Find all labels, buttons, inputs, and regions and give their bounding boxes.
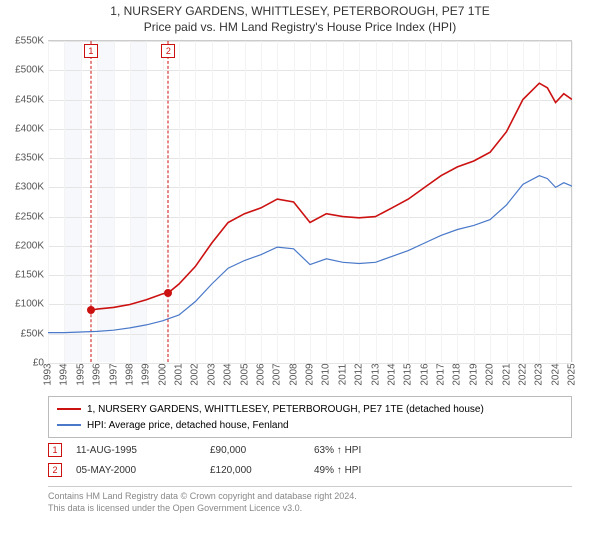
footer-line-2: This data is licensed under the Open Gov… xyxy=(48,503,572,515)
chart-title: 1, NURSERY GARDENS, WHITTLESEY, PETERBOR… xyxy=(0,0,600,20)
x-axis-label: 2013 xyxy=(370,363,381,385)
x-axis-label: 2009 xyxy=(305,363,316,385)
transaction-hpi: 63% ↑ HPI xyxy=(314,445,414,456)
x-axis-label: 2017 xyxy=(436,363,447,385)
y-axis-label: £350K xyxy=(0,153,44,164)
legend: 1, NURSERY GARDENS, WHITTLESEY, PETERBOR… xyxy=(48,396,572,438)
transaction-hpi: 49% ↑ HPI xyxy=(314,465,414,476)
y-axis-label: £400K xyxy=(0,123,44,134)
transaction-date: 05-MAY-2000 xyxy=(76,465,196,476)
x-axis-label: 2020 xyxy=(485,363,496,385)
x-axis-label: 2005 xyxy=(239,363,250,385)
x-axis-label: 2015 xyxy=(403,363,414,385)
y-axis-label: £450K xyxy=(0,94,44,105)
legend-row: HPI: Average price, detached house, Fenl… xyxy=(57,417,563,433)
x-axis-label: 1994 xyxy=(59,363,70,385)
transactions-table: 1 11-AUG-1995 £90,000 63% ↑ HPI 2 05-MAY-2000… xyxy=(48,440,572,480)
x-axis-label: 2016 xyxy=(419,363,430,385)
y-axis-label: £300K xyxy=(0,182,44,193)
x-axis-label: 2022 xyxy=(517,363,528,385)
x-axis-label: 1997 xyxy=(108,363,119,385)
legend-row: 1, NURSERY GARDENS, WHITTLESEY, PETERBOR… xyxy=(57,401,563,417)
marker-box: 2 xyxy=(161,44,175,58)
chart-subtitle: Price paid vs. HM Land Registry's House … xyxy=(0,20,600,36)
footer-attribution: Contains HM Land Registry data © Crown c… xyxy=(48,486,572,514)
marker-dot xyxy=(164,289,172,297)
x-axis-label: 2006 xyxy=(255,363,266,385)
legend-swatch xyxy=(57,424,81,426)
x-axis-label: 2023 xyxy=(534,363,545,385)
x-axis-label: 2012 xyxy=(354,363,365,385)
transaction-row: 1 11-AUG-1995 £90,000 63% ↑ HPI xyxy=(48,440,572,460)
x-axis-label: 2004 xyxy=(223,363,234,385)
x-axis-label: 2011 xyxy=(337,364,348,386)
series-hpi xyxy=(48,176,572,333)
x-axis-label: 1996 xyxy=(92,363,103,385)
marker-dot xyxy=(87,306,95,314)
legend-label: HPI: Average price, detached house, Fenl… xyxy=(87,420,289,431)
y-axis-label: £550K xyxy=(0,36,44,47)
plot-area: £0£50K£100K£150K£200K£250K£300K£350K£400… xyxy=(48,40,584,380)
x-axis-label: 1999 xyxy=(141,363,152,385)
series-property xyxy=(91,83,572,310)
x-axis-label: 1993 xyxy=(43,363,54,385)
x-axis-label: 2021 xyxy=(501,363,512,385)
legend-label: 1, NURSERY GARDENS, WHITTLESEY, PETERBOR… xyxy=(87,404,484,415)
x-axis-label: 2008 xyxy=(288,363,299,385)
legend-swatch xyxy=(57,408,81,410)
x-axis-label: 2025 xyxy=(567,363,578,385)
x-axis-label: 1998 xyxy=(124,363,135,385)
x-axis-label: 2024 xyxy=(550,363,561,385)
x-axis-label: 2018 xyxy=(452,363,463,385)
y-axis-label: £150K xyxy=(0,270,44,281)
x-axis-label: 1995 xyxy=(75,363,86,385)
transaction-marker-box: 1 xyxy=(48,443,62,457)
y-axis-label: £500K xyxy=(0,65,44,76)
x-axis-label: 2007 xyxy=(272,363,283,385)
transaction-date: 11-AUG-1995 xyxy=(76,445,196,456)
marker-box: 1 xyxy=(84,44,98,58)
y-axis-label: £250K xyxy=(0,211,44,222)
transaction-row: 2 05-MAY-2000 £120,000 49% ↑ HPI xyxy=(48,460,572,480)
x-axis-label: 2010 xyxy=(321,363,332,385)
y-axis-label: £0 xyxy=(0,358,44,369)
y-axis-label: £100K xyxy=(0,299,44,310)
x-axis-label: 2003 xyxy=(206,363,217,385)
y-axis-label: £50K xyxy=(0,328,44,339)
x-axis-label: 2001 xyxy=(174,363,185,385)
y-axis-label: £200K xyxy=(0,240,44,251)
footer-line-1: Contains HM Land Registry data © Crown c… xyxy=(48,491,572,503)
transaction-price: £120,000 xyxy=(210,465,300,476)
transaction-marker-box: 2 xyxy=(48,463,62,477)
transaction-price: £90,000 xyxy=(210,445,300,456)
x-axis-label: 2019 xyxy=(468,363,479,385)
x-axis-label: 2014 xyxy=(386,363,397,385)
x-axis-label: 2000 xyxy=(157,363,168,385)
x-axis-label: 2002 xyxy=(190,363,201,385)
